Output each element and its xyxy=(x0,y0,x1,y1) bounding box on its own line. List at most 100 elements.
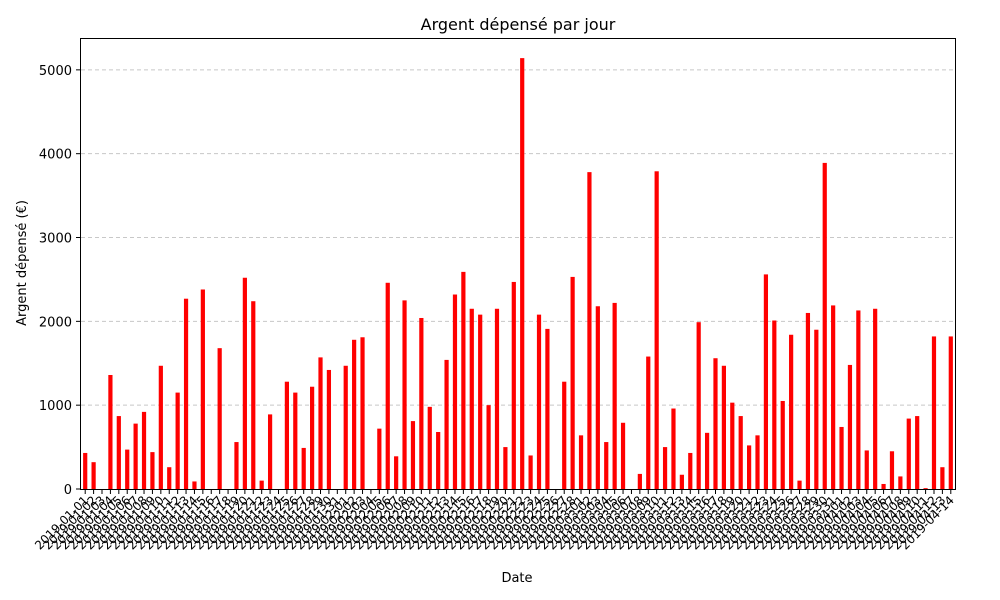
bar xyxy=(293,392,298,489)
y-tick-label: 1000 xyxy=(39,399,72,414)
chart-title: Argent dépensé par jour xyxy=(421,15,616,34)
bar xyxy=(150,452,155,489)
bar xyxy=(595,306,600,489)
bar xyxy=(352,339,357,489)
bar xyxy=(604,442,609,489)
x-axis-label: Date xyxy=(501,571,532,586)
bar xyxy=(200,289,205,489)
y-tick-label: 2000 xyxy=(39,315,72,330)
bar xyxy=(889,451,895,489)
bar xyxy=(394,456,399,489)
bar xyxy=(125,449,130,489)
bar xyxy=(528,455,533,489)
bar xyxy=(175,392,180,489)
bar xyxy=(419,317,424,489)
bar xyxy=(562,381,567,489)
bar xyxy=(545,328,550,489)
bar xyxy=(747,445,752,489)
bar xyxy=(856,310,861,489)
bar xyxy=(108,374,113,489)
bar xyxy=(931,336,937,489)
bar xyxy=(662,447,668,489)
bar xyxy=(612,302,617,489)
bar xyxy=(696,322,701,489)
bar xyxy=(301,447,306,489)
y-axis-label: Argent dépensé (€) xyxy=(15,200,30,326)
bar xyxy=(326,369,332,489)
bar xyxy=(637,473,642,489)
bar xyxy=(646,356,651,489)
bar xyxy=(427,406,432,489)
bar xyxy=(520,58,525,489)
bar xyxy=(452,294,458,489)
bar xyxy=(284,381,289,489)
bar xyxy=(620,422,626,489)
bar xyxy=(763,274,769,489)
bar xyxy=(688,452,693,489)
bar xyxy=(940,467,945,489)
bar xyxy=(923,488,928,489)
bar xyxy=(318,357,323,489)
bar xyxy=(713,358,718,489)
bar xyxy=(343,365,348,489)
bar xyxy=(141,411,147,489)
bar xyxy=(898,476,903,489)
bar xyxy=(486,405,491,489)
bar xyxy=(772,320,777,489)
bars xyxy=(83,58,953,490)
bar xyxy=(91,462,96,489)
bar xyxy=(360,337,365,489)
bar xyxy=(503,447,508,489)
y-tick-label: 3000 xyxy=(39,232,72,247)
bar xyxy=(310,386,315,489)
bar xyxy=(83,452,88,489)
bar xyxy=(578,435,584,489)
bar xyxy=(805,312,811,489)
bar xyxy=(436,431,441,489)
plot-frame xyxy=(80,38,956,490)
bar xyxy=(730,402,735,489)
bar xyxy=(158,365,163,489)
bar xyxy=(234,442,239,489)
bar xyxy=(864,450,869,489)
bar xyxy=(948,336,953,489)
y-tick-label: 4000 xyxy=(39,148,72,163)
bar xyxy=(402,300,407,489)
bar xyxy=(789,334,794,489)
bar xyxy=(217,348,222,489)
bar xyxy=(822,162,827,489)
bar xyxy=(385,282,390,489)
bar xyxy=(780,400,785,489)
bar xyxy=(679,474,684,489)
bar xyxy=(906,418,911,489)
bar xyxy=(873,308,878,489)
bar xyxy=(267,414,273,489)
bar xyxy=(133,423,138,489)
y-axis: 0 1000 2000 3000 4000 5000 xyxy=(39,64,81,498)
bar xyxy=(738,416,743,489)
bar xyxy=(881,483,886,489)
bar xyxy=(814,329,819,489)
bar xyxy=(251,301,256,489)
bar xyxy=(755,435,760,489)
bar xyxy=(478,314,483,489)
bar xyxy=(587,172,592,489)
bar xyxy=(192,481,197,489)
bar xyxy=(671,408,676,489)
bar xyxy=(704,432,710,489)
bar xyxy=(494,308,500,489)
bar xyxy=(831,305,836,489)
bar xyxy=(116,416,121,489)
y-tick-label: 0 xyxy=(64,483,72,498)
bar xyxy=(654,171,659,490)
bar xyxy=(915,416,920,489)
bar xyxy=(461,271,466,489)
bar xyxy=(847,364,853,489)
bar xyxy=(536,314,542,489)
bar xyxy=(469,308,474,489)
x-axis: 2019-01-012019-01-022019-01-032019-01-04… xyxy=(32,489,957,552)
bar xyxy=(570,276,575,489)
bar xyxy=(839,426,844,489)
bar xyxy=(444,359,449,489)
